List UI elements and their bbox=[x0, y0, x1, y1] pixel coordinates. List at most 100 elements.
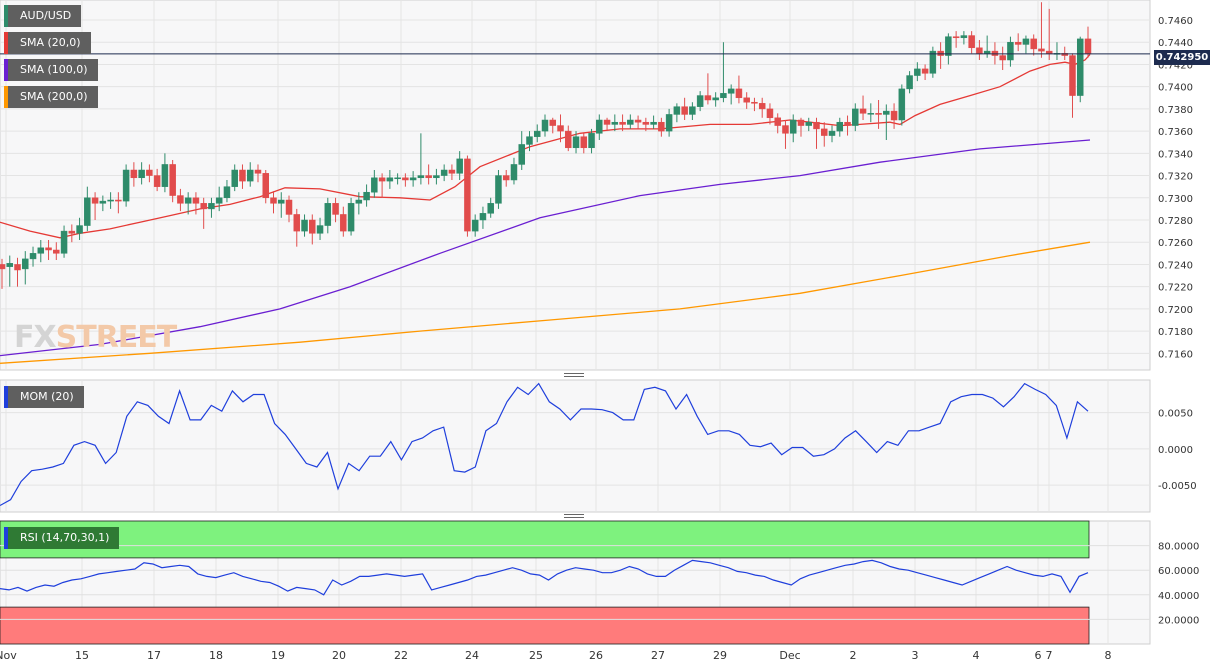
legend-sma20[interactable]: SMA (20,0) bbox=[4, 32, 91, 54]
candle-body bbox=[727, 88, 735, 94]
y-tick-label-mom: -0.0050 bbox=[1158, 481, 1197, 492]
y-tick-label-rsi: 40.0000 bbox=[1158, 591, 1199, 602]
candle-body bbox=[836, 121, 844, 132]
candle-body bbox=[681, 106, 688, 115]
candle-body bbox=[115, 199, 122, 202]
candle-body bbox=[1030, 38, 1037, 50]
candle-body bbox=[91, 197, 99, 204]
x-tick-label: 26 bbox=[589, 649, 603, 662]
watermark-fx: FX bbox=[14, 320, 57, 355]
y-tick-label-price: 0.7380 bbox=[1158, 105, 1193, 116]
candle-body bbox=[107, 199, 114, 202]
candle-body bbox=[37, 247, 45, 254]
x-tick-label: 18 bbox=[209, 649, 223, 662]
rsi-overbought-zone bbox=[0, 520, 1090, 559]
y-tick-label-price: 0.7260 bbox=[1158, 238, 1193, 249]
y-tick-label-price: 0.7320 bbox=[1158, 172, 1193, 183]
candle-body bbox=[1084, 38, 1092, 54]
candle-body bbox=[565, 130, 572, 149]
x-tick-label: 25 bbox=[529, 649, 543, 662]
legend-sma200[interactable]: SMA (200,0) bbox=[4, 86, 98, 108]
legend-sma100[interactable]: SMA (100,0) bbox=[4, 59, 98, 81]
y-tick-label-price: 0.7300 bbox=[1158, 194, 1193, 205]
candle-body bbox=[937, 50, 944, 56]
candle-body bbox=[758, 103, 766, 110]
x-tick-label: 17 bbox=[147, 649, 161, 662]
x-tick-label: 2 bbox=[850, 649, 857, 662]
candle-body bbox=[999, 55, 1006, 61]
candle-body bbox=[673, 106, 681, 115]
y-tick-label-mom: 0.0050 bbox=[1158, 409, 1193, 420]
legend-rsi[interactable]: RSI (14,70,30,1) bbox=[4, 527, 120, 549]
pane-resize-handle-rsi[interactable] bbox=[564, 514, 584, 518]
pane-bg-price bbox=[0, 0, 1151, 371]
candle-body bbox=[906, 75, 913, 90]
candle-body bbox=[0, 264, 6, 270]
candle-body bbox=[1022, 38, 1030, 45]
candle-body bbox=[161, 164, 169, 187]
legend-pair[interactable]: AUD/USD bbox=[4, 5, 82, 27]
candle-body bbox=[976, 47, 983, 54]
candle-body bbox=[456, 158, 463, 174]
candle-body bbox=[510, 164, 518, 181]
candle-body bbox=[960, 35, 968, 39]
sma100-line bbox=[0, 139, 1091, 357]
x-tick-label: 15 bbox=[75, 649, 89, 662]
candle-body bbox=[518, 144, 525, 165]
candle-body bbox=[215, 197, 223, 204]
candle-body bbox=[223, 186, 231, 199]
y-tick-label-rsi: 20.0000 bbox=[1158, 615, 1199, 626]
candle-body bbox=[572, 136, 580, 149]
y-tick-label-rsi: 80.0000 bbox=[1158, 542, 1199, 553]
y-tick-label-rsi: 60.0000 bbox=[1158, 566, 1199, 577]
candle-body bbox=[890, 110, 898, 121]
candle-body bbox=[231, 169, 238, 187]
y-tick-label-price: 0.7360 bbox=[1158, 127, 1193, 138]
candle-body bbox=[479, 213, 487, 221]
candle-body bbox=[153, 175, 161, 187]
candle-body bbox=[627, 119, 634, 125]
candle-body bbox=[340, 214, 347, 232]
y-tick-label-price: 0.7440 bbox=[1158, 38, 1193, 49]
y-tick-label-price: 0.7220 bbox=[1158, 283, 1193, 294]
candle-body bbox=[184, 197, 192, 204]
y-tick-label-price: 0.7200 bbox=[1158, 305, 1193, 316]
candle-body bbox=[239, 169, 246, 182]
candle-body bbox=[1014, 41, 1022, 45]
x-tick-label: 6 bbox=[1035, 649, 1042, 662]
candle-body bbox=[487, 203, 494, 214]
x-tick-label: 7 bbox=[1046, 649, 1053, 662]
x-tick-label: 19 bbox=[271, 649, 285, 662]
candle-body bbox=[696, 95, 704, 107]
candle-body bbox=[541, 119, 549, 132]
y-tick-label-price: 0.7180 bbox=[1158, 327, 1193, 338]
candle-body bbox=[363, 191, 370, 201]
x-tick-label: 24 bbox=[465, 649, 479, 662]
candle-body bbox=[169, 164, 176, 196]
legend-mom[interactable]: MOM (20) bbox=[4, 386, 84, 408]
current-price-label: 0.742950 bbox=[1154, 50, 1210, 65]
candle-body bbox=[355, 199, 363, 204]
candle-body bbox=[208, 203, 215, 210]
candle-body bbox=[852, 108, 859, 126]
candle-body bbox=[347, 203, 355, 232]
candle-body bbox=[898, 88, 906, 121]
candle-body bbox=[1076, 38, 1084, 96]
pane-resize-handle-mom[interactable] bbox=[564, 373, 584, 377]
y-tick-label-price: 0.7400 bbox=[1158, 83, 1193, 94]
candle-body bbox=[751, 101, 758, 104]
candle-body bbox=[805, 121, 812, 126]
mom-line bbox=[0, 382, 1089, 507]
candle-body bbox=[138, 169, 145, 179]
candle-body bbox=[774, 117, 781, 126]
candle-body bbox=[914, 68, 921, 76]
pane-bg-mom bbox=[0, 379, 1151, 513]
candle-body bbox=[394, 177, 401, 180]
candle-body bbox=[278, 199, 285, 204]
x-tick-label: Nov bbox=[0, 649, 17, 662]
candle-body bbox=[60, 230, 68, 254]
candle-body bbox=[867, 113, 875, 115]
candle-body bbox=[22, 258, 29, 270]
candle-body bbox=[495, 175, 502, 204]
